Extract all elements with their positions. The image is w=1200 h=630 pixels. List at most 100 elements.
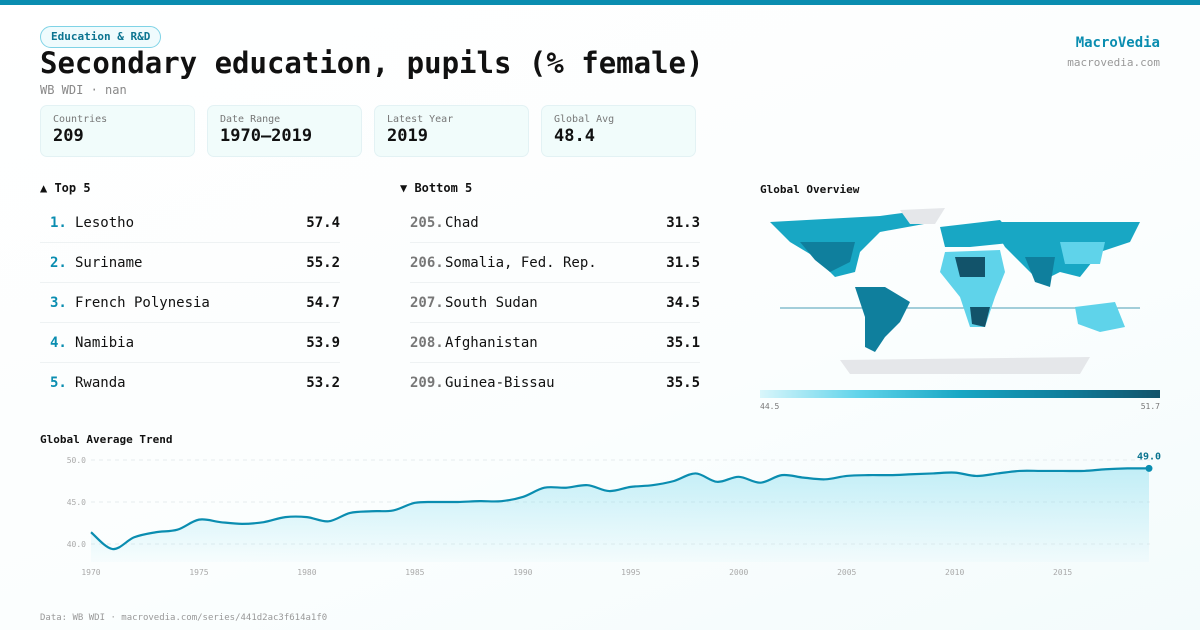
map-antarctica[interactable] xyxy=(840,357,1090,374)
data-point[interactable] xyxy=(780,474,783,477)
data-point[interactable] xyxy=(1104,468,1107,471)
country-value: 57.4 xyxy=(306,214,340,231)
list-item[interactable]: 4. Namibia 53.9 xyxy=(40,323,340,363)
list-item[interactable]: 2. Suriname 55.2 xyxy=(40,243,340,283)
data-point[interactable] xyxy=(284,516,287,519)
x-tick-label: 1985 xyxy=(405,568,424,577)
country-name: Chad xyxy=(445,214,479,231)
data-point[interactable] xyxy=(305,516,308,519)
data-point[interactable] xyxy=(824,478,827,481)
data-point[interactable] xyxy=(932,472,935,475)
x-tick-label: 1990 xyxy=(513,568,532,577)
country-value: 31.5 xyxy=(666,254,700,271)
country-value: 53.9 xyxy=(306,334,340,351)
list-item[interactable]: 209. Guinea-Bissau 35.5 xyxy=(410,363,700,403)
data-point[interactable] xyxy=(975,474,978,477)
data-point[interactable] xyxy=(565,486,568,489)
x-tick-label: 2010 xyxy=(945,568,964,577)
map-china[interactable] xyxy=(1060,242,1105,264)
data-point[interactable] xyxy=(197,518,200,521)
list-item[interactable]: 1. Lesotho 57.4 xyxy=(40,203,340,243)
data-point[interactable] xyxy=(1061,469,1064,472)
rank-label: 207. xyxy=(410,294,444,311)
data-point[interactable] xyxy=(845,474,848,477)
country-name: Afghanistan xyxy=(445,334,538,351)
data-point[interactable] xyxy=(1040,469,1043,472)
data-point[interactable] xyxy=(521,495,524,498)
map-sahel[interactable] xyxy=(955,257,985,277)
brand-url[interactable]: macrovedia.com xyxy=(1067,56,1160,69)
trend-area xyxy=(91,468,1149,562)
list-item[interactable]: 3. French Polynesia 54.7 xyxy=(40,283,340,323)
map-south-america[interactable] xyxy=(855,287,910,352)
page-title: Secondary education, pupils (% female) xyxy=(40,46,704,80)
data-point[interactable] xyxy=(1126,467,1129,470)
top5-list: ▲ Top 5 1. Lesotho 57.4 2. Suriname 55.2 3. Fre… xyxy=(40,181,340,403)
data-point[interactable] xyxy=(737,475,740,478)
map-australia[interactable] xyxy=(1075,302,1125,332)
data-point[interactable] xyxy=(370,510,373,513)
list-item[interactable]: 208. Afghanistan 35.1 xyxy=(410,323,700,363)
data-point[interactable] xyxy=(500,500,503,503)
map-southern-africa[interactable] xyxy=(970,307,990,327)
trend-chart[interactable]: 40.0 45.0 50.0 1970 1975 1980 1985 1990 1995 2000… xyxy=(0,440,1200,580)
data-point[interactable] xyxy=(413,501,416,504)
data-point[interactable] xyxy=(1018,469,1021,472)
country-name: Guinea-Bissau xyxy=(445,375,555,391)
data-point[interactable] xyxy=(478,500,481,503)
map-india[interactable] xyxy=(1025,257,1055,287)
data-point[interactable] xyxy=(457,501,460,504)
category-tag[interactable]: Education & R&D xyxy=(40,26,162,48)
list-item[interactable]: 206. Somalia, Fed. Rep. 31.5 xyxy=(410,243,700,283)
stat-countries: Countries 209 xyxy=(40,105,195,157)
list-item[interactable]: 5. Rwanda 53.2 xyxy=(40,363,340,403)
data-point[interactable] xyxy=(90,531,93,534)
data-point[interactable] xyxy=(262,521,265,524)
data-point[interactable] xyxy=(111,548,114,551)
stat-latest-year: Latest Year 2019 xyxy=(374,105,529,157)
data-point[interactable] xyxy=(651,484,654,487)
stats-cards: Countries 209 Date Range 1970–2019 Latest … xyxy=(40,105,696,157)
country-name: Lesotho xyxy=(75,214,135,231)
data-point[interactable] xyxy=(694,472,697,475)
data-point[interactable] xyxy=(629,485,632,488)
data-point[interactable] xyxy=(888,474,891,477)
brand-logo[interactable]: MacroVedia xyxy=(1075,35,1160,51)
data-point[interactable] xyxy=(154,531,157,534)
stat-value: 2019 xyxy=(387,126,428,146)
data-point[interactable] xyxy=(608,490,611,493)
bottom5-title: ▼ Bottom 5 xyxy=(400,181,473,195)
data-point[interactable] xyxy=(349,511,352,514)
data-point[interactable] xyxy=(435,501,438,504)
data-point[interactable] xyxy=(241,522,244,525)
data-point[interactable] xyxy=(133,536,136,539)
trend-title: Global Average Trend xyxy=(40,433,173,446)
data-point[interactable] xyxy=(953,471,956,474)
x-tick-label: 1980 xyxy=(297,568,316,577)
data-point[interactable] xyxy=(716,480,719,483)
stat-global-avg: Global Avg 48.4 xyxy=(541,105,696,157)
data-point[interactable] xyxy=(672,480,675,483)
x-tick-label: 2000 xyxy=(729,568,748,577)
data-point[interactable] xyxy=(910,473,913,476)
data-point[interactable] xyxy=(802,476,805,479)
stat-label: Global Avg xyxy=(554,114,615,125)
data-point[interactable] xyxy=(867,474,870,477)
data-point[interactable] xyxy=(996,472,999,475)
data-point[interactable] xyxy=(759,481,762,484)
world-map[interactable] xyxy=(760,202,1160,382)
map-usa[interactable] xyxy=(800,242,855,272)
data-point[interactable] xyxy=(176,528,179,531)
top5-title: ▲ Top 5 xyxy=(40,181,91,195)
list-item[interactable]: 207. South Sudan 34.5 xyxy=(410,283,700,323)
list-item[interactable]: 205. Chad 31.3 xyxy=(410,203,700,243)
data-point[interactable] xyxy=(327,520,330,523)
data-point[interactable] xyxy=(1083,469,1086,472)
country-name: Rwanda xyxy=(75,375,126,391)
last-point-marker[interactable] xyxy=(1145,464,1153,472)
data-point[interactable] xyxy=(219,521,222,524)
data-point[interactable] xyxy=(586,484,589,487)
data-point[interactable] xyxy=(392,509,395,512)
data-point[interactable] xyxy=(543,486,546,489)
map-greenland[interactable] xyxy=(900,208,945,224)
